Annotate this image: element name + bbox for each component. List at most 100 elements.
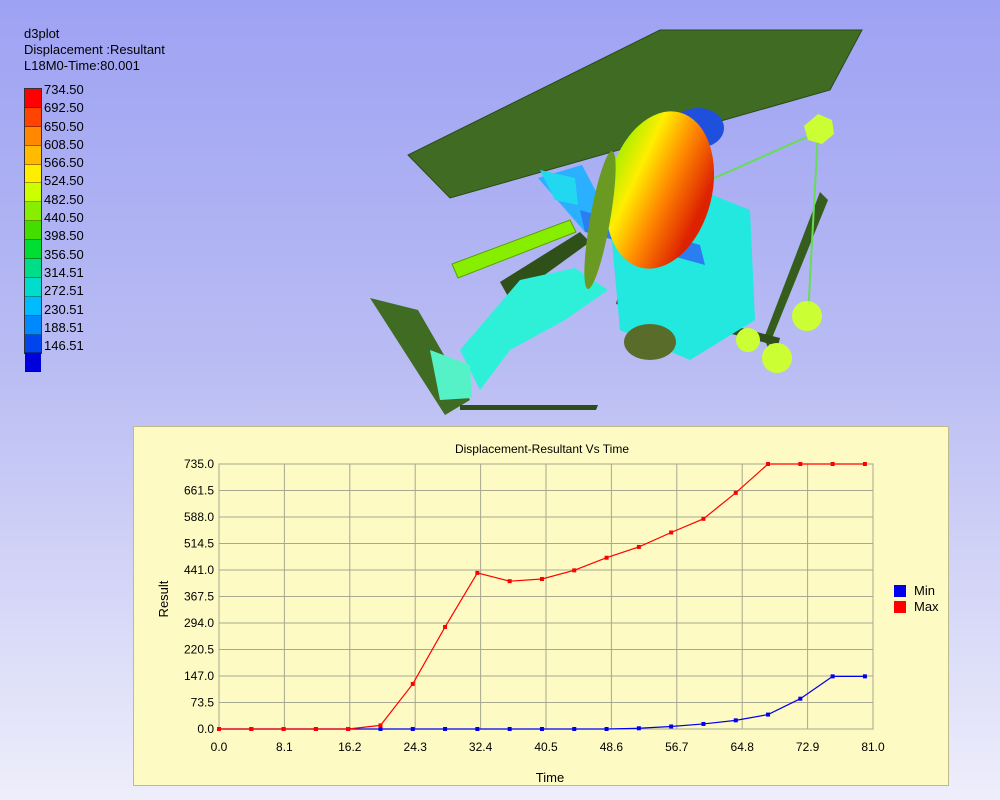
chart-grid [218,463,874,730]
data-point-max [733,490,738,495]
data-point-max [830,462,835,466]
data-point-min [475,727,480,731]
y-tick-label: 514.5 [184,537,214,551]
data-point-min [443,727,448,731]
belt-line [709,131,819,181]
data-point-min [604,727,609,731]
fringe-color-segment [25,315,41,335]
data-point-max [862,462,867,466]
fringe-color-segment [25,126,41,146]
fringe-color-segment [25,107,41,127]
fringe-color-segment [25,89,41,108]
legend-label-min: Min [914,583,935,598]
y-axis-label: Result [156,580,171,617]
fringe-color-segment [25,259,41,278]
fringe-value-label: 566.50 [44,155,84,171]
y-tick-label: 441.0 [184,563,214,577]
airbag [605,111,715,269]
data-point-max [281,727,286,731]
x-tick-label: 8.1 [276,740,293,754]
data-point-min [766,712,771,717]
data-point-max [410,681,415,686]
data-point-max [539,577,544,582]
fringe-value-label: 272.51 [44,283,84,299]
fringe-color-segment [25,145,41,165]
data-point-max [475,570,480,575]
state-time: L18M0-Time:80.001 [24,58,140,73]
y-axis-ticks: 0.0 73.5 147.0 220.5 294.0 367.5 441.0 514.5 588… [184,457,214,736]
legend-label-max: Max [914,599,939,614]
fringe-color-segment [25,353,41,373]
data-point-max [604,555,609,560]
plot-panel: Displacement-Resultant Vs Time 0.0 73.5 14… [133,426,949,786]
fringe-color-segment [25,221,41,241]
fringe-value-label: 314.51 [44,264,84,280]
x-tick-label: 81.0 [861,740,885,754]
dummy-leg [460,268,608,390]
fringe-value-label: 650.50 [44,118,84,134]
data-point-max [378,723,383,728]
data-point-min [572,727,577,731]
y-tick-label: 220.5 [184,643,214,657]
floor-strip [460,405,598,410]
fringe-value-label: 440.50 [44,210,84,226]
dummy-pelvis [624,324,676,360]
fringe-color-segment [25,277,41,297]
legend-swatch-max [894,601,906,613]
dummy-foot [430,350,472,400]
y-tick-label: 73.5 [191,696,215,710]
fringe-color-segment [25,202,41,222]
y-tick-label: 294.0 [184,616,214,630]
fringe-value-labels: 734.50 692.50 650.50 608.50 566.50 524.50 482.… [44,82,84,357]
belt-anchor-low1 [736,328,760,352]
fringe-color-segment [25,240,41,260]
data-point-min [378,727,383,731]
x-tick-label: 32.4 [469,740,493,754]
model-title: d3plot [24,26,60,41]
fringe-color-bar [24,88,42,373]
x-axis-label: Time [536,770,564,785]
displacement-chart[interactable]: Displacement-Resultant Vs Time 0.0 73.5 14… [134,427,950,787]
x-axis-ticks: 0.0 8.1 16.2 24.3 32.4 40.5 48.6 56.7 64.8 72.9 81… [211,740,885,754]
data-point-min [669,724,674,729]
data-point-max [217,727,221,731]
fringe-value-label: 398.50 [44,228,84,244]
fringe-color-segment [25,334,41,354]
data-point-max [636,544,641,549]
belt-anchor-mid [792,301,822,331]
x-tick-label: 72.9 [796,740,820,754]
data-point-max [346,727,351,731]
data-point-max [572,568,577,573]
chart-title: Displacement-Resultant Vs Time [455,442,629,456]
x-tick-label: 56.7 [665,740,689,754]
legend-swatch-min [894,585,906,597]
model-3d-view[interactable] [360,20,880,420]
data-point-min [798,696,803,701]
x-tick-label: 16.2 [338,740,362,754]
belt-post [807,131,819,317]
fringe-value-label: 188.51 [44,319,84,335]
y-tick-label: 735.0 [184,457,214,471]
fringe-value-label: 146.51 [44,338,84,354]
x-tick-label: 64.8 [731,740,755,754]
data-point-max [249,727,254,731]
data-point-min [701,721,706,726]
data-point-max [701,516,706,521]
y-tick-label: 0.0 [197,722,214,736]
fringe-value-label: 734.50 [44,82,84,97]
fringe-value-label: 356.50 [44,246,84,262]
x-tick-label: 48.6 [600,740,624,754]
steering-column [451,219,577,279]
y-tick-label: 367.5 [184,590,214,604]
x-tick-label: 0.0 [211,740,228,754]
data-point-min [410,727,415,731]
series-layer [217,462,867,731]
fringe-color-segment [25,164,41,184]
fringe-value-label: 524.50 [44,173,84,189]
data-point-max [798,462,803,466]
data-point-min [636,726,641,731]
belt-anchor-low2 [762,343,792,373]
belt-anchor-top [804,114,834,144]
data-point-min [830,674,835,679]
data-point-min [507,727,512,731]
